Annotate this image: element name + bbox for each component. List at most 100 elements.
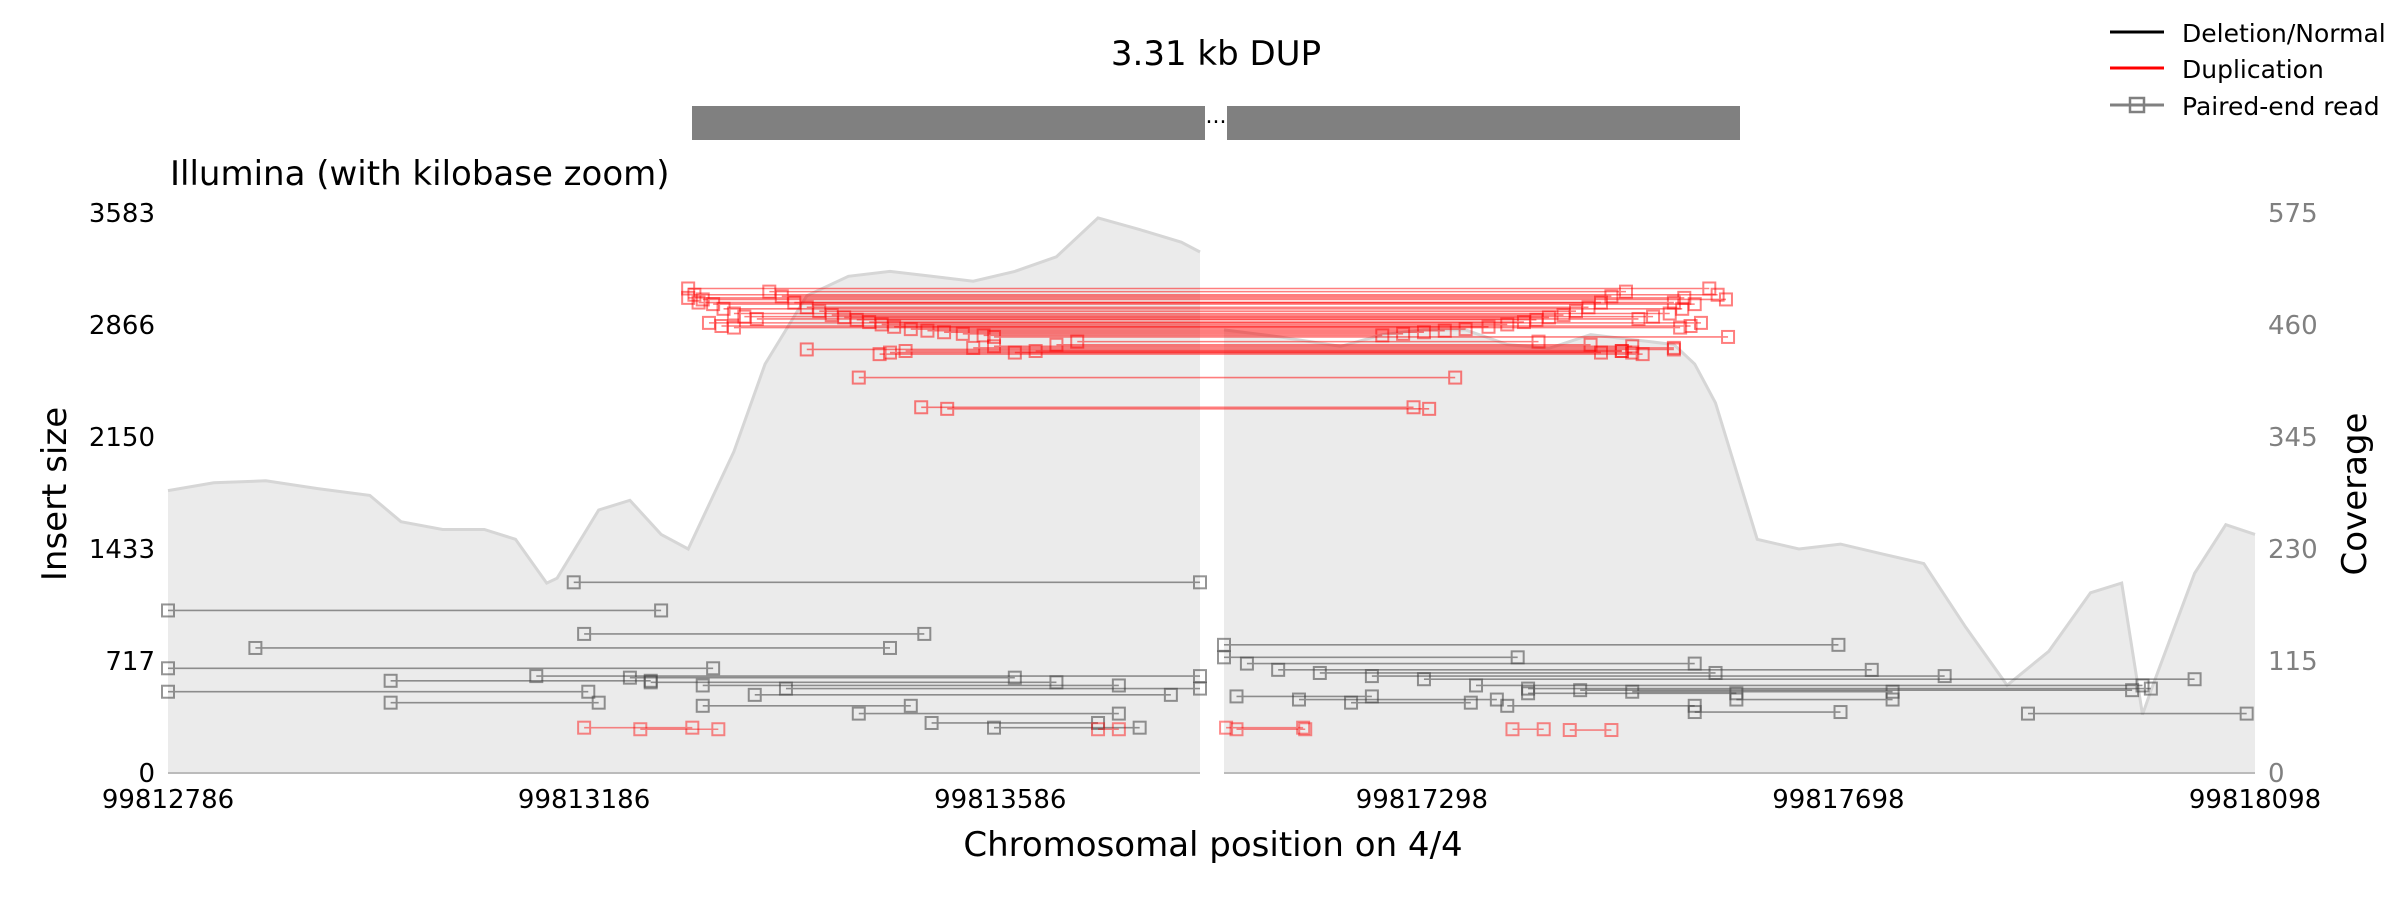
read-end-marker — [898, 344, 913, 359]
bottom-read — [633, 722, 726, 737]
chart-subtitle: Illumina (with kilobase zoom) — [170, 154, 670, 194]
normal-read — [747, 687, 1178, 702]
read-end-marker — [1239, 656, 1254, 671]
read-end-marker — [695, 292, 710, 307]
read-end-marker — [1531, 334, 1546, 349]
read-end-marker — [1614, 344, 1629, 359]
x-tick-label: 99812786 — [102, 785, 234, 815]
read-end-marker — [1666, 340, 1681, 355]
y2-tick-label: 460 — [2268, 311, 2318, 341]
read-end-marker — [851, 370, 866, 385]
read-end-marker — [161, 603, 175, 618]
y2-axis-label: Coverage — [2335, 413, 2375, 576]
read-end-marker — [695, 678, 710, 693]
read-end-marker — [706, 661, 721, 676]
read-end-marker — [591, 695, 606, 710]
read-end-marker — [2135, 678, 2150, 693]
read-end-marker — [2187, 672, 2202, 687]
read-end-marker — [987, 720, 1002, 735]
read-end-marker — [1593, 345, 1608, 360]
read-end-marker — [383, 695, 398, 710]
duplication-read — [914, 400, 1421, 415]
normal-read — [577, 626, 932, 641]
normal-read — [248, 640, 897, 655]
read-end-marker — [1710, 287, 1725, 302]
read-end-marker — [1193, 575, 1207, 590]
read-end-marker — [799, 342, 814, 357]
read-end-marker — [1937, 669, 1952, 684]
coverage-left-fill — [168, 217, 1200, 773]
normal-read — [695, 678, 1126, 693]
legend-entry-paired-end-read: Paired-end read — [2110, 92, 2380, 121]
read-end-marker — [622, 670, 637, 685]
read-end-marker — [654, 603, 669, 618]
x-axis-ticks: 99812786 99813186 99813586 99817298 9981… — [102, 785, 2321, 815]
y2-tick-label: 0 — [2268, 759, 2285, 789]
y-tick-label: 1433 — [89, 535, 155, 565]
bottom-read — [1091, 722, 1126, 737]
read-end-marker — [566, 575, 581, 590]
read-end-marker — [1217, 650, 1231, 665]
x-tick-label: 99817298 — [1356, 785, 1488, 815]
read-end-marker — [1416, 672, 1431, 687]
read-end-marker — [1666, 295, 1681, 310]
duplication-read — [966, 340, 1681, 355]
read-end-marker — [2125, 683, 2140, 698]
read-end-marker — [1344, 695, 1359, 710]
bottom-read — [1219, 720, 1311, 735]
read-end-marker — [966, 340, 981, 355]
read-end-marker — [1677, 290, 1692, 305]
read-end-marker — [1693, 315, 1708, 330]
duplication-read — [1070, 334, 1546, 349]
read-end-marker — [1111, 722, 1126, 737]
read-end-marker — [1271, 662, 1286, 677]
legend: Deletion/Normal Duplication Paired-end r… — [2110, 19, 2386, 121]
read-end-marker — [987, 329, 1002, 344]
normal-read — [643, 675, 1064, 690]
y-tick-label: 717 — [105, 647, 155, 677]
read-end-marker — [1885, 692, 1900, 707]
duplication-read — [726, 306, 1677, 321]
normal-read — [566, 575, 1207, 590]
read-end-marker — [1673, 320, 1688, 335]
read-end-marker — [1831, 637, 1846, 652]
read-end-marker — [529, 669, 544, 684]
normal-read — [161, 661, 721, 676]
normal-read — [161, 684, 596, 699]
read-end-marker — [1111, 706, 1126, 721]
normal-read — [1729, 692, 1900, 707]
read-end-marker — [577, 626, 592, 641]
normal-read — [1217, 637, 1846, 652]
normal-read — [1687, 705, 1848, 720]
normal-read — [383, 695, 606, 710]
read-end-marker — [1364, 669, 1379, 684]
duplication-read — [976, 328, 1390, 343]
normal-read — [695, 698, 918, 713]
read-end-marker — [749, 311, 764, 326]
bottom-read — [1229, 722, 1313, 737]
read-end-marker — [1536, 722, 1551, 737]
read-end-marker — [987, 339, 1002, 354]
sv-bar-right — [1227, 106, 1740, 140]
duplication-read — [1049, 337, 1598, 352]
read-end-marker — [914, 400, 929, 415]
normal-read — [1416, 672, 2202, 687]
y2-tick-label: 115 — [2268, 647, 2318, 677]
sv-bar-left — [692, 106, 1205, 140]
duplication-read — [701, 315, 1708, 330]
read-end-marker — [1718, 292, 1733, 307]
read-end-marker — [976, 328, 991, 343]
x-tick-label: 99813186 — [518, 785, 650, 815]
read-end-marker — [1469, 678, 1484, 693]
read-end-marker — [1193, 681, 1207, 696]
bottom-read — [577, 720, 700, 735]
duplication-read — [726, 320, 1688, 335]
duplication-read — [714, 319, 1698, 334]
read-end-marker — [695, 698, 710, 713]
read-end-marker — [1028, 344, 1043, 359]
read-end-marker — [2239, 706, 2254, 721]
read-end-marker — [1298, 722, 1313, 737]
legend-label: Paired-end read — [2182, 92, 2380, 121]
y-axis-ticks: 0 717 1433 2150 2866 3583 — [89, 199, 155, 789]
normal-read — [622, 670, 1022, 685]
